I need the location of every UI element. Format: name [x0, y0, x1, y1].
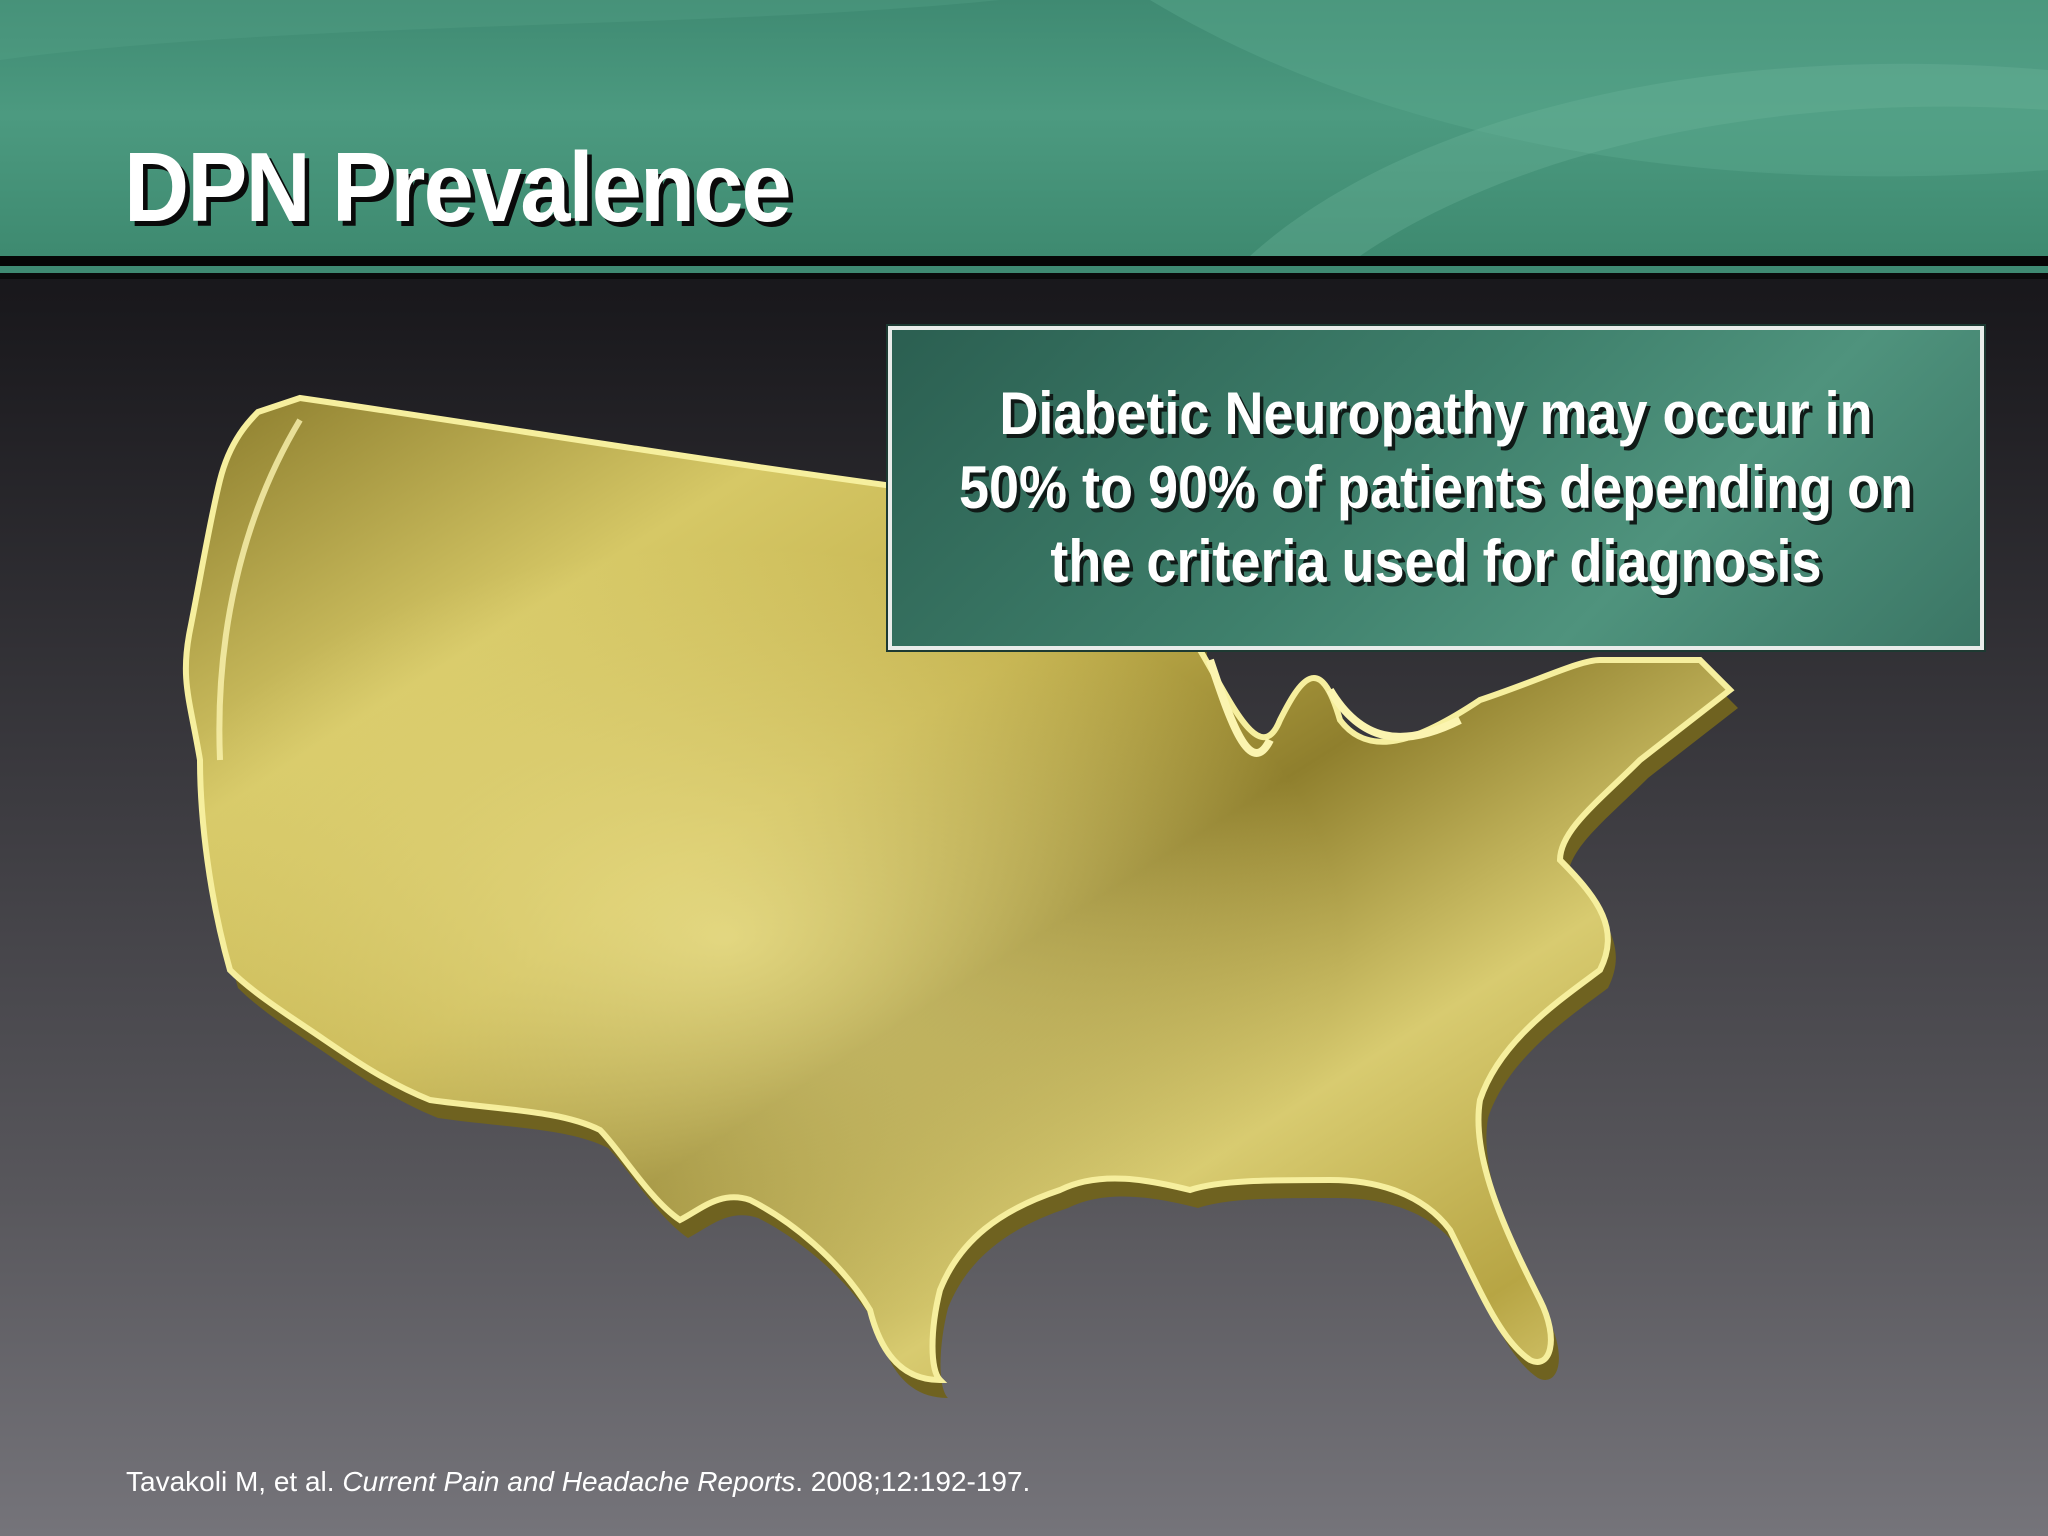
- callout-box: Diabetic Neuropathy may occur in 50% to …: [888, 326, 1984, 650]
- header-divider-accent: [0, 266, 2048, 273]
- header-swoosh-decoration: [0, 0, 2048, 256]
- citation-authors: Tavakoli M, et al.: [126, 1466, 335, 1497]
- citation-journal: Current Pain and Headache Reports: [342, 1466, 796, 1497]
- citation: Tavakoli M, et al. Current Pain and Head…: [126, 1466, 1030, 1498]
- citation-details: . 2008;12:192-197.: [795, 1466, 1031, 1497]
- page-title: DPN Prevalence: [124, 132, 792, 242]
- header-divider: [0, 256, 2048, 266]
- header-divider-shadow: [0, 273, 2048, 279]
- callout-text: Diabetic Neuropathy may occur in 50% to …: [958, 380, 1914, 595]
- header-band: DPN Prevalence: [0, 0, 2048, 256]
